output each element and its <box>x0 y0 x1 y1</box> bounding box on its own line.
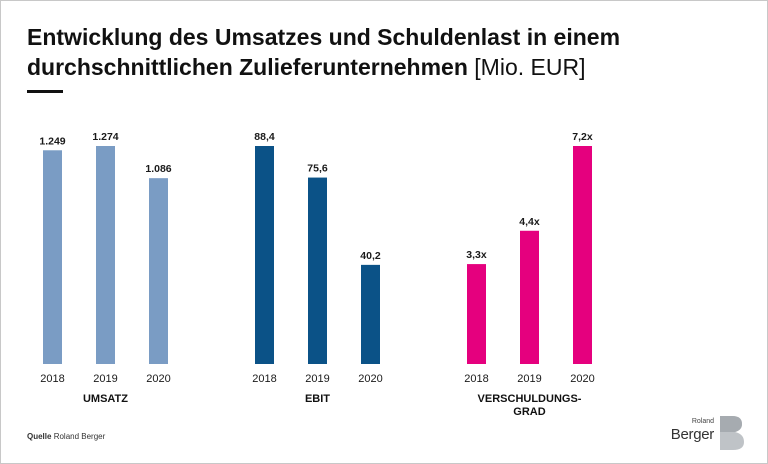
source-text: Roland Berger <box>53 432 106 441</box>
bar <box>467 264 486 364</box>
category-tick-label: 2018 <box>464 373 488 385</box>
bar-value-label: 3,3x <box>466 249 487 261</box>
bar <box>573 146 592 364</box>
page-title: Entwicklung des Umsatzes und Schuldenlas… <box>27 22 747 82</box>
bar <box>149 178 168 364</box>
bar-value-label: 1.249 <box>39 135 65 147</box>
bar-value-label: 4,4x <box>519 216 540 228</box>
category-tick-label: 2020 <box>570 373 594 385</box>
chart-label: UMSATZ <box>83 393 128 405</box>
bar-value-label: 7,2x <box>572 131 593 143</box>
source-note: Quelle Roland Berger <box>27 432 105 441</box>
category-tick-label: 2019 <box>93 373 117 385</box>
bar <box>96 146 115 364</box>
bar-value-label: 1.086 <box>145 163 171 175</box>
source-label: Quelle <box>27 432 52 441</box>
category-tick-label: 2019 <box>517 373 541 385</box>
chart-label: GRAD <box>513 406 545 418</box>
bar <box>520 230 539 364</box>
logo-main-text: Berger <box>670 426 715 443</box>
bar <box>43 150 62 364</box>
bar <box>361 264 380 364</box>
bar <box>308 177 327 364</box>
bar-value-label: 75,6 <box>307 163 328 175</box>
chart-label: VERSCHULDUNGS- <box>478 393 582 405</box>
chart-label: EBIT <box>305 393 330 405</box>
title-underline <box>27 90 63 93</box>
category-tick-label: 2018 <box>252 373 276 385</box>
category-tick-label: 2020 <box>358 373 382 385</box>
bar-value-label: 88,4 <box>254 131 275 143</box>
bar-value-label: 40,2 <box>360 250 381 262</box>
title-main: Entwicklung des Umsatzes und Schuldenlas… <box>27 24 621 80</box>
bar <box>255 146 274 364</box>
logo-small-text: Roland <box>691 418 714 425</box>
logo-b-mark <box>720 416 744 450</box>
title-unit: [Mio. EUR] <box>474 54 586 80</box>
bar-value-label: 1.274 <box>92 131 118 143</box>
category-tick-label: 2019 <box>305 373 329 385</box>
category-tick-label: 2020 <box>146 373 170 385</box>
roland-berger-logo: Roland Berger <box>660 414 746 452</box>
category-tick-label: 2018 <box>40 373 64 385</box>
